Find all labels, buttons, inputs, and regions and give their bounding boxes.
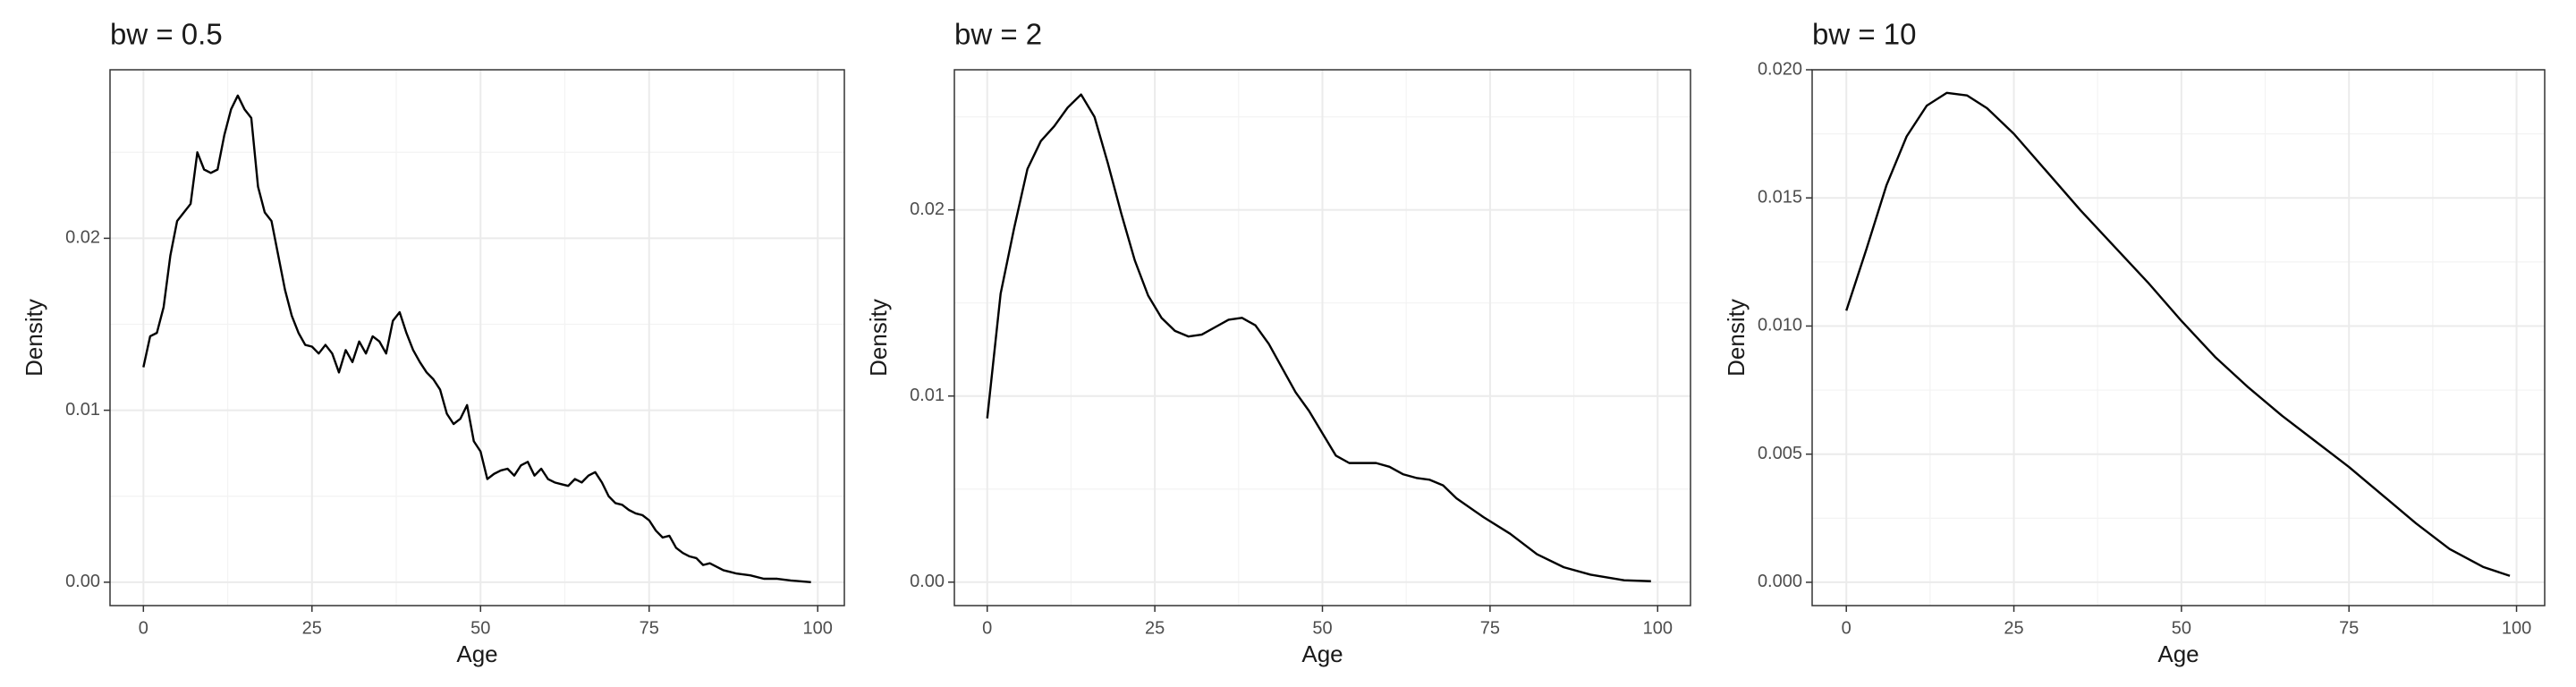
density-line	[1845, 91, 2511, 577]
y-tick-label: 0.015	[1758, 188, 1802, 208]
y-axis-title: Density	[865, 299, 892, 377]
x-tick-label: 50	[2172, 618, 2191, 638]
y-axis-title: Density	[1723, 299, 1750, 377]
x-tick-label: 25	[1145, 618, 1165, 638]
y-tick-label: 0.02	[65, 228, 100, 248]
x-tick-label: 75	[1480, 618, 1500, 638]
x-tick-label: 100	[803, 618, 833, 638]
y-tick-label: 0.01	[65, 400, 100, 420]
x-tick-label: 0	[139, 618, 148, 638]
y-tick-label: 0.00	[65, 572, 100, 591]
panel-border	[953, 69, 1691, 606]
x-tick-label: 0	[1842, 618, 1852, 638]
x-tick-label: 75	[2339, 618, 2359, 638]
density-line	[142, 94, 811, 584]
y-tick-label: 0.000	[1758, 572, 1802, 591]
y-tick-label: 0.020	[1758, 59, 1802, 79]
x-axis-title: Age	[456, 640, 497, 667]
y-tick-label: 0.010	[1758, 316, 1802, 335]
x-tick-label: 100	[1643, 618, 1673, 638]
x-axis-title: Age	[1301, 640, 1343, 667]
panel-border	[1811, 69, 2546, 606]
x-tick-label: 0	[982, 618, 992, 638]
x-tick-label: 50	[470, 618, 490, 638]
x-axis-title: Age	[2157, 640, 2199, 667]
chart-title: bw = 2	[954, 18, 1042, 51]
x-tick-label: 50	[1312, 618, 1332, 638]
y-axis-title: Density	[21, 299, 47, 377]
chart-title: bw = 0.5	[110, 18, 223, 51]
x-tick-label: 25	[302, 618, 322, 638]
x-tick-label: 75	[640, 618, 659, 638]
y-tick-label: 0.02	[910, 199, 945, 219]
panel-border	[109, 69, 845, 606]
x-tick-label: 25	[2004, 618, 2023, 638]
density-line	[986, 93, 1651, 582]
y-tick-label: 0.01	[910, 386, 945, 405]
y-tick-label: 0.005	[1758, 444, 1802, 463]
x-tick-label: 100	[2502, 618, 2531, 638]
y-tick-label: 0.00	[910, 572, 945, 591]
chart-title: bw = 10	[1812, 18, 1917, 51]
